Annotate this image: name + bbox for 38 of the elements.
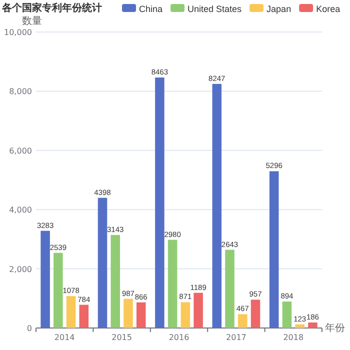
x-tick-label: 2018 <box>283 333 304 342</box>
legend-label: Korea <box>316 4 340 14</box>
y-tick-label: 4,000 <box>9 206 32 215</box>
legend-label: China <box>139 4 163 14</box>
bar <box>110 234 120 328</box>
bar <box>54 252 63 328</box>
legend-label: Japan <box>266 4 292 14</box>
bar <box>308 322 318 328</box>
chart-title: 各个国家专利年份统计 <box>1 2 102 14</box>
y-tick-label: 0 <box>26 324 32 333</box>
x-tick-label: 2015 <box>112 333 132 342</box>
x-tick-label: 2016 <box>168 333 190 342</box>
bar <box>180 302 190 328</box>
y-tick-label: 2,000 <box>9 264 32 274</box>
x-tick-label: 2014 <box>54 333 75 342</box>
bar <box>98 198 108 328</box>
bar <box>212 84 222 328</box>
bar <box>124 298 133 328</box>
y-tick-label: 8,000 <box>9 87 32 96</box>
bar <box>136 302 146 328</box>
bar <box>66 296 76 328</box>
bar <box>79 304 89 328</box>
bar <box>250 300 260 328</box>
bar <box>238 314 248 328</box>
bar <box>155 77 164 328</box>
bar <box>168 240 178 328</box>
bar <box>225 250 234 328</box>
y-tick-label: 6,000 <box>9 146 32 156</box>
y-tick-label: 10,000 <box>4 28 32 37</box>
bar <box>295 324 304 328</box>
y-axis-title: 数量 <box>22 16 42 27</box>
legend-label: United States <box>188 4 242 14</box>
bar <box>282 302 292 328</box>
bar <box>40 230 50 328</box>
bar <box>194 292 203 328</box>
x-tick-label: 2017 <box>226 333 246 342</box>
x-axis-title: 年份 <box>325 322 345 334</box>
bar <box>269 171 279 328</box>
